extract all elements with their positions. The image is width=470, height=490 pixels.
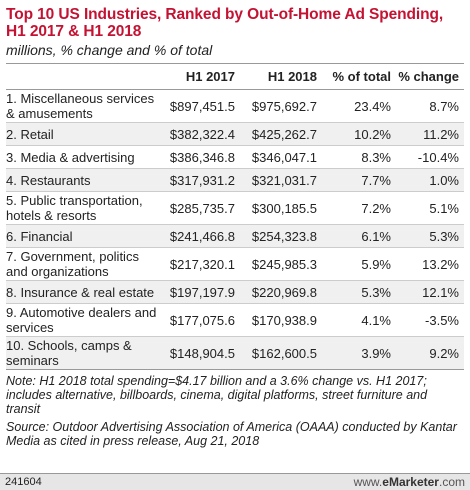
cell-h1-2017: $241,466.8 <box>162 224 240 248</box>
table-row: 10. Schools, camps & seminars $148,904.5… <box>6 336 464 370</box>
cell-h1-2017: $197,197.9 <box>162 280 240 304</box>
cell-pct-change: 13.2% <box>396 247 464 281</box>
table-row: 2. Retail $382,322.4 $425,262.7 10.2% 11… <box>6 122 464 146</box>
column-header-pct-total: % of total <box>322 63 396 90</box>
cell-pct-change: -3.5% <box>396 303 464 337</box>
cell-h1-2018: $321,031.7 <box>240 168 322 192</box>
cell-pct-change: 8.7% <box>396 89 464 123</box>
cell-pct-total: 4.1% <box>322 303 396 337</box>
table-row: 9. Automotive dealers and services $177,… <box>6 303 464 337</box>
chart-note: Note: H1 2018 total spending=$4.17 billi… <box>6 374 428 416</box>
table-row: 5. Public transportation, hotels & resor… <box>6 191 464 225</box>
chart-id: 241604 <box>5 476 42 488</box>
cell-h1-2018: $975,692.7 <box>240 89 322 123</box>
cell-pct-change: 5.3% <box>396 224 464 248</box>
cell-h1-2018: $220,969.8 <box>240 280 322 304</box>
row-label: 7. Government, politics and organization… <box>6 247 162 281</box>
chart-subtitle: millions, % change and % of total <box>6 42 213 58</box>
column-header-pct-change: % change <box>396 63 464 90</box>
chart-source: Source: Outdoor Advertising Association … <box>6 420 457 448</box>
cell-pct-total: 5.3% <box>322 280 396 304</box>
brand-name: Marketer <box>388 475 439 489</box>
table-row: 8. Insurance & real estate $197,197.9 $2… <box>6 280 464 304</box>
table-row: 3. Media & advertising $386,346.8 $346,0… <box>6 145 464 169</box>
cell-pct-change: 9.2% <box>396 336 464 370</box>
cell-h1-2017: $177,075.6 <box>162 303 240 337</box>
row-label: 3. Media & advertising <box>6 145 162 169</box>
cell-pct-total: 10.2% <box>322 122 396 146</box>
brand-www: www. <box>353 475 383 489</box>
row-label: 8. Insurance & real estate <box>6 280 162 304</box>
cell-h1-2018: $346,047.1 <box>240 145 322 169</box>
cell-pct-total: 3.9% <box>322 336 396 370</box>
cell-h1-2017: $285,735.7 <box>162 191 240 225</box>
cell-pct-change: 11.2% <box>396 122 464 146</box>
cell-h1-2018: $425,262.7 <box>240 122 322 146</box>
cell-h1-2017: $897,451.5 <box>162 89 240 123</box>
brand-logo[interactable]: www.eMarketer.com <box>354 474 465 490</box>
column-header-label <box>6 63 162 90</box>
table-row: 4. Restaurants $317,931.2 $321,031.7 7.7… <box>6 168 464 192</box>
cell-pct-total: 8.3% <box>322 145 396 169</box>
cell-pct-change: 1.0% <box>396 168 464 192</box>
brand-e: e <box>382 475 389 489</box>
brand-com: .com <box>438 475 465 489</box>
row-label: 9. Automotive dealers and services <box>6 303 162 337</box>
cell-pct-change: 5.1% <box>396 191 464 225</box>
cell-h1-2017: $382,322.4 <box>162 122 240 146</box>
data-table: H1 2017 H1 2018 % of total % change 1. M… <box>6 63 464 370</box>
column-header-h1-2018: H1 2018 <box>240 63 322 90</box>
cell-h1-2017: $217,320.1 <box>162 247 240 281</box>
table-header-row: H1 2017 H1 2018 % of total % change <box>6 63 464 90</box>
table-row: 1. Miscellaneous services & amusements $… <box>6 89 464 123</box>
cell-h1-2018: $170,938.9 <box>240 303 322 337</box>
cell-h1-2017: $148,904.5 <box>162 336 240 370</box>
row-label: 4. Restaurants <box>6 168 162 192</box>
cell-h1-2018: $254,323.8 <box>240 224 322 248</box>
cell-pct-change: 12.1% <box>396 280 464 304</box>
row-label: 1. Miscellaneous services & amusements <box>6 89 162 123</box>
row-label: 5. Public transportation, hotels & resor… <box>6 191 162 225</box>
row-label: 2. Retail <box>6 122 162 146</box>
cell-h1-2018: $245,985.3 <box>240 247 322 281</box>
table-row: 7. Government, politics and organization… <box>6 247 464 281</box>
cell-h1-2018: $300,185.5 <box>240 191 322 225</box>
footer-bar: 241604 www.eMarketer.com <box>0 473 470 490</box>
cell-pct-total: 6.1% <box>322 224 396 248</box>
cell-h1-2018: $162,600.5 <box>240 336 322 370</box>
row-label: 10. Schools, camps & seminars <box>6 336 162 370</box>
cell-pct-total: 5.9% <box>322 247 396 281</box>
cell-h1-2017: $317,931.2 <box>162 168 240 192</box>
cell-pct-change: -10.4% <box>396 145 464 169</box>
cell-pct-total: 23.4% <box>322 89 396 123</box>
row-label: 6. Financial <box>6 224 162 248</box>
chart-title: Top 10 US Industries, Ranked by Out-of-H… <box>6 6 444 40</box>
column-header-h1-2017: H1 2017 <box>162 63 240 90</box>
cell-pct-total: 7.2% <box>322 191 396 225</box>
cell-h1-2017: $386,346.8 <box>162 145 240 169</box>
table-row: 6. Financial $241,466.8 $254,323.8 6.1% … <box>6 224 464 248</box>
cell-pct-total: 7.7% <box>322 168 396 192</box>
